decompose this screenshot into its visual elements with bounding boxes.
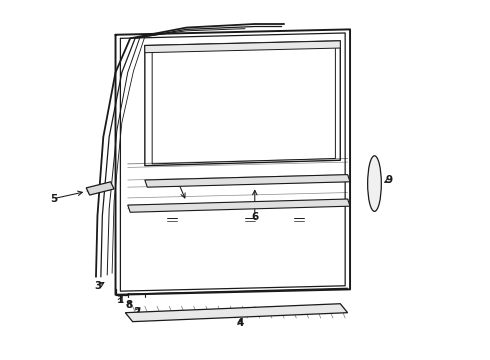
- Polygon shape: [145, 41, 340, 53]
- Text: 5: 5: [50, 194, 57, 204]
- Polygon shape: [128, 199, 350, 212]
- Text: 4: 4: [237, 319, 244, 328]
- Polygon shape: [125, 304, 347, 321]
- Text: 9: 9: [386, 175, 392, 185]
- Ellipse shape: [368, 156, 381, 211]
- Polygon shape: [145, 175, 350, 187]
- Text: 6: 6: [251, 212, 258, 222]
- Text: 3: 3: [95, 281, 102, 291]
- Text: 1: 1: [117, 295, 124, 305]
- Text: 7: 7: [175, 179, 183, 189]
- Text: 8: 8: [125, 300, 133, 310]
- Text: 2: 2: [133, 307, 140, 317]
- Polygon shape: [86, 182, 114, 195]
